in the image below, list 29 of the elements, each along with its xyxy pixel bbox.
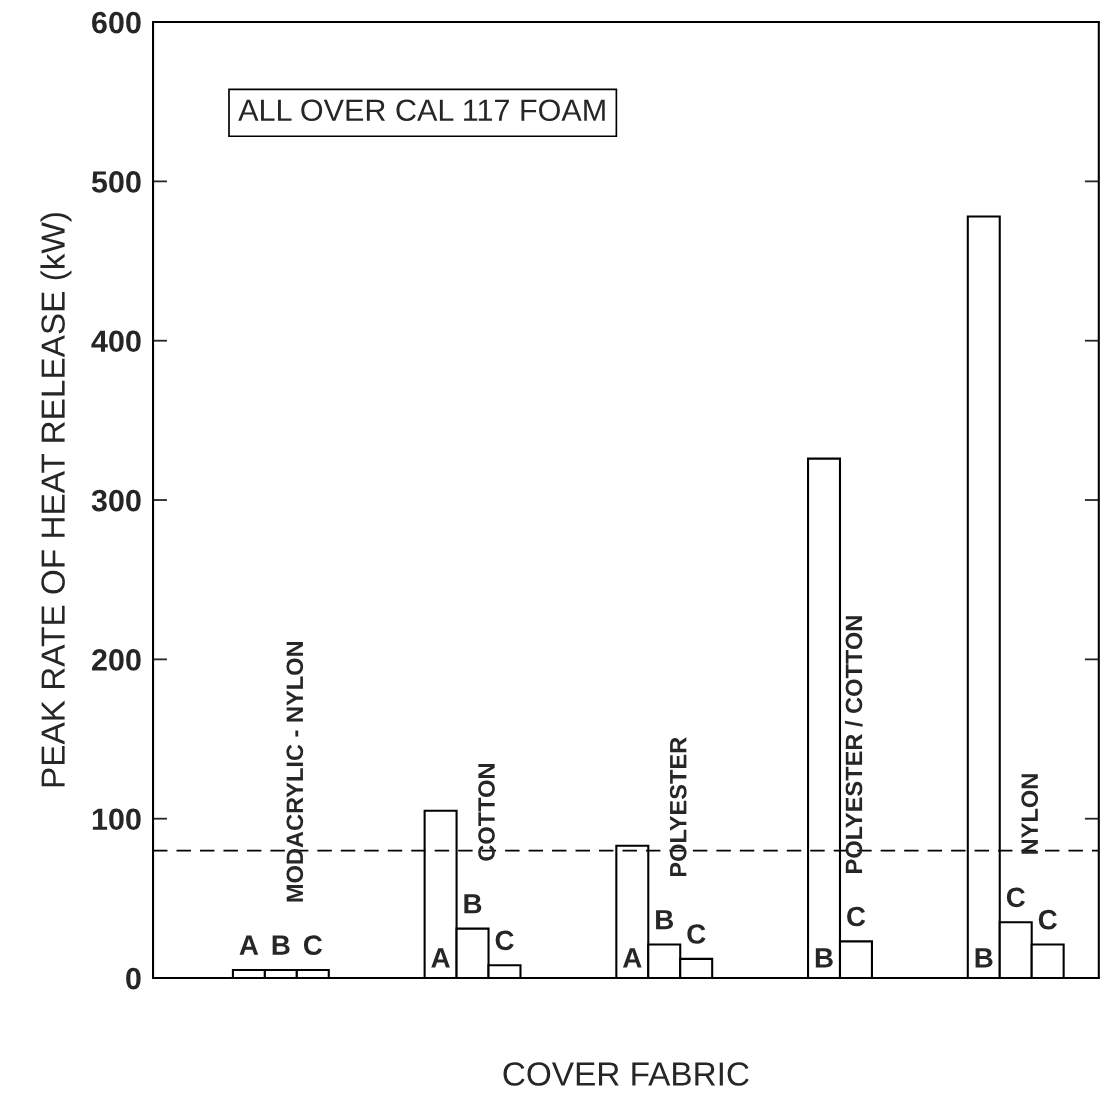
y-tick-label: 200 [92,649,141,671]
y-tick-label: 400 [91,330,141,353]
text: POLYESTER / COTTON [844,616,863,873]
y-tick-label: 600 [92,11,141,34]
y-tick-label: 500 [91,171,141,193]
x-tick-label: B [815,948,833,968]
text: NYLON [1021,774,1039,854]
x-tick-label: C [495,930,514,951]
x-tick-label: B [975,948,993,968]
x-tick-label: A [431,948,450,968]
x-tick-label: C [1006,887,1025,908]
y-axis-title: PEAK RATE OF HEAT RELEASE (kW) [40,213,72,787]
y-tick-label: 0 [126,967,141,990]
x-tick-label: B [272,935,290,955]
x-tick-label: A [622,948,642,968]
x-tick-label: C [303,935,323,956]
text: MODACRYLIC - NYLON [286,641,304,902]
x-tick-label: C [1038,909,1057,930]
y-tick-label: 100 [92,808,141,831]
x-tick-label: C [847,906,866,927]
x-axis-title: COVER FABRIC [503,1062,749,1086]
x-tick-label: A [239,935,259,955]
text: COTTON [478,764,495,861]
y-tick-label: 300 [91,489,141,512]
x-tick-label: B [656,910,674,930]
x-tick-label: B [464,894,482,914]
annotation: ALL OVER CAL 117 FOAM [238,99,605,122]
x-tick-label: C [687,924,706,944]
text: POLYESTER [669,737,687,877]
